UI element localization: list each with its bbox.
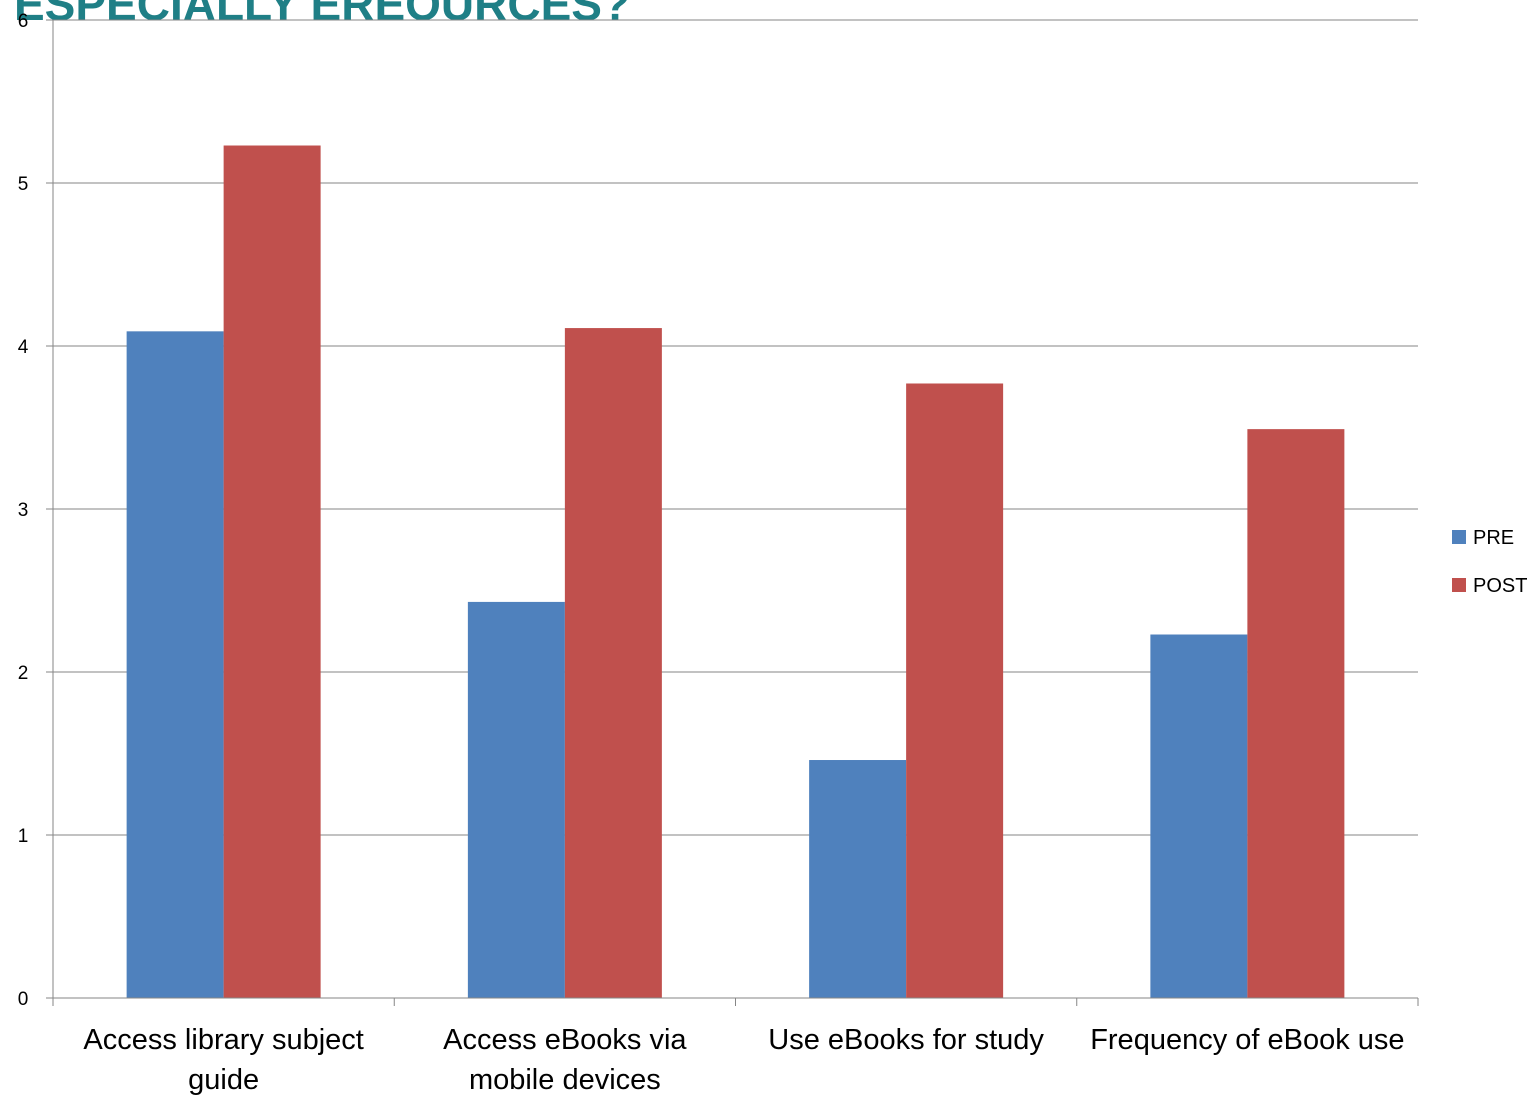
bar-pre bbox=[809, 760, 907, 998]
legend-label-pre: PRE bbox=[1473, 527, 1514, 549]
bar-pre bbox=[467, 601, 565, 998]
y-tick-label: 5 bbox=[18, 174, 29, 195]
bar-pre bbox=[1150, 634, 1248, 998]
bar-pre bbox=[126, 331, 224, 999]
x-category-label: Use eBooks for study bbox=[768, 1024, 1044, 1056]
bars bbox=[126, 145, 1345, 999]
y-tick-label: 1 bbox=[18, 826, 29, 847]
chart-title-fragment: ESPECIALLY EREOURCES? bbox=[14, 0, 630, 30]
bar-post bbox=[223, 145, 321, 998]
bar-post bbox=[906, 383, 1004, 998]
x-category-label: Access eBooks via bbox=[443, 1024, 687, 1056]
x-category-label: mobile devices bbox=[469, 1064, 661, 1096]
legend: PRE POST bbox=[1452, 527, 1527, 597]
x-category-label: Frequency of eBook use bbox=[1090, 1024, 1404, 1056]
legend-swatch-post bbox=[1452, 578, 1466, 592]
axes bbox=[46, 19, 1419, 1006]
legend-swatch-pre bbox=[1452, 530, 1466, 544]
y-tick-label: 0 bbox=[18, 989, 29, 1010]
x-category-label: Access library subject bbox=[83, 1024, 363, 1056]
bar-post bbox=[1247, 429, 1345, 998]
y-tick-label: 2 bbox=[18, 663, 29, 684]
y-axis-tick-labels: 0 1 2 3 4 5 6 bbox=[18, 11, 29, 1010]
x-axis-category-labels: Access library subject guide Access eBooks… bbox=[83, 1024, 1404, 1096]
y-tick-label: 3 bbox=[18, 500, 29, 521]
x-category-label: guide bbox=[188, 1064, 259, 1096]
bar-post bbox=[564, 328, 662, 998]
y-tick-label: 4 bbox=[18, 337, 29, 358]
y-tick-label: 6 bbox=[18, 11, 29, 32]
legend-label-post: POST bbox=[1473, 575, 1527, 597]
